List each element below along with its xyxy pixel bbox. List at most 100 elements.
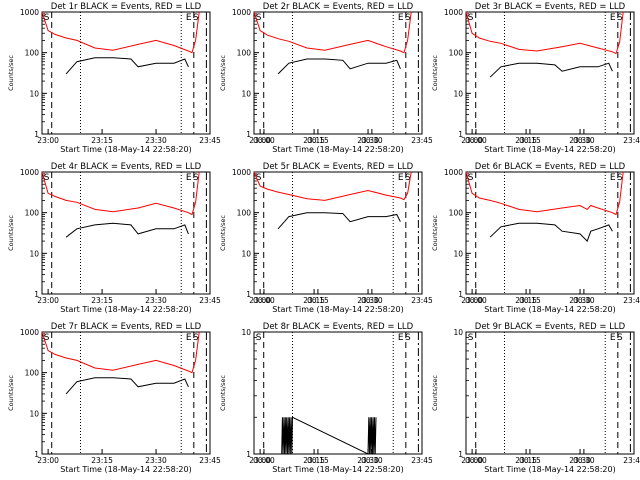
marker-label: E [398, 13, 404, 23]
chart-panel: Det 9r BLACK = Events, RED = LLD Counts/s… [431, 322, 640, 474]
marker-label: E [186, 173, 192, 183]
chart-title: Det 3r BLACK = Events, RED = LLD [475, 2, 626, 12]
y-tick-label: 1000 [20, 168, 39, 177]
y-tick-label: 1000 [444, 168, 463, 177]
x-tick-label: 23:45 [199, 296, 221, 305]
x-axis-label: Start Time (18-May-14 22:58:20) [60, 465, 191, 474]
x-axis-label: Start Time (18-May-14 22:58:20) [484, 145, 615, 154]
y-axis-label: Counts/sec [7, 55, 15, 91]
x-tick-label: 00:30 [573, 136, 595, 145]
y-axis-label: Counts/sec [7, 215, 15, 251]
y-tick-label: 100 [237, 49, 252, 58]
chart-panel: Det 1r BLACK = Events, RED = LLD Counts/s… [7, 2, 383, 154]
x-tick-label: 23:30 [569, 296, 591, 305]
y-tick-label: 1 [34, 450, 39, 459]
x-tick-label: 00:15 [307, 296, 329, 305]
series-black-line [277, 58, 401, 75]
plot-frame [41, 331, 211, 455]
series-red-line [41, 11, 200, 54]
plot-frame [253, 331, 423, 455]
series-black-line [489, 222, 613, 243]
x-tick-label: 23:45 [623, 456, 640, 465]
x-tick-label: 23:30 [145, 136, 167, 145]
series-black-line [489, 62, 613, 78]
marker-label: S [468, 333, 474, 343]
y-tick-label: 100 [25, 369, 40, 378]
x-tick-label: 23:15 [91, 136, 113, 145]
x-tick-label: 00:30 [361, 456, 383, 465]
y-tick-label: 10 [453, 328, 463, 337]
x-tick-label: 23:15 [515, 296, 537, 305]
x-axis-label: Start Time (18-May-14 22:58:20) [60, 305, 191, 314]
x-tick-label: 23:00 [37, 136, 59, 145]
marker-label: S [44, 13, 50, 23]
x-tick-label: 23:00 [461, 456, 483, 465]
y-axis-label: Counts/sec [431, 375, 439, 411]
x-tick-label: 23:00 [249, 296, 271, 305]
y-tick-label: 10 [29, 409, 39, 418]
marker-label: E [610, 13, 616, 23]
y-tick-label: 100 [449, 209, 464, 218]
y-tick-label: 1 [34, 130, 39, 139]
chart-title: Det 6r BLACK = Events, RED = LLD [475, 162, 626, 172]
y-tick-label: 1 [458, 130, 463, 139]
x-tick-label: 23:45 [411, 136, 433, 145]
x-tick-label: 23:15 [515, 136, 537, 145]
series-black-line [281, 416, 377, 455]
x-tick-label: 00:30 [361, 296, 383, 305]
chart-panel: Det 6r BLACK = Events, RED = LLD Counts/s… [431, 162, 640, 314]
marker-label: S [44, 333, 50, 343]
chart-panel: Det 7r BLACK = Events, RED = LLD Counts/s… [7, 322, 383, 474]
marker-label: S [468, 173, 474, 183]
x-tick-label: 23:15 [303, 136, 325, 145]
y-tick-label: 1 [246, 450, 251, 459]
plot-frame [465, 331, 635, 455]
x-tick-label: 00:00 [253, 456, 275, 465]
x-tick-label: 00:30 [361, 136, 383, 145]
x-tick-label: 00:00 [465, 136, 487, 145]
x-tick-label: 23:00 [249, 136, 271, 145]
chart-title: Det 1r BLACK = Events, RED = LLD [51, 2, 202, 12]
chart-title: Det 7r BLACK = Events, RED = LLD [51, 322, 202, 332]
y-tick-label: 1 [34, 290, 39, 299]
chart-title: Det 8r BLACK = Events, RED = LLD [263, 322, 414, 332]
marker-label: S [193, 333, 199, 343]
y-tick-label: 1 [458, 450, 463, 459]
y-tick-label: 1000 [20, 8, 39, 17]
marker-label: S [468, 13, 474, 23]
x-tick-label: 23:00 [249, 456, 271, 465]
plot-frame [41, 171, 211, 295]
marker-label: S [256, 173, 262, 183]
y-tick-label: 10 [241, 328, 251, 337]
y-tick-label: 1000 [232, 168, 251, 177]
y-axis-label: Counts/sec [219, 55, 227, 91]
y-tick-label: 100 [25, 49, 40, 58]
plot-frame [465, 11, 635, 135]
y-axis-label: Counts/sec [219, 375, 227, 411]
y-axis-label: Counts/sec [7, 375, 15, 411]
plot-frame [253, 171, 423, 295]
y-tick-label: 1000 [444, 8, 463, 17]
x-tick-label: 23:15 [91, 456, 113, 465]
x-tick-label: 23:00 [37, 296, 59, 305]
marker-label: S [405, 173, 411, 183]
chart-title: Det 2r BLACK = Events, RED = LLD [263, 2, 414, 12]
x-axis-label: Start Time (18-May-14 22:58:20) [484, 305, 615, 314]
x-tick-label: 23:45 [199, 456, 221, 465]
plot-frame [41, 11, 211, 135]
marker-label: E [398, 173, 404, 183]
x-tick-label: 23:30 [357, 296, 379, 305]
marker-label: S [193, 13, 199, 23]
x-tick-label: 23:15 [91, 296, 113, 305]
marker-label: E [398, 333, 404, 343]
x-tick-label: 23:45 [411, 456, 433, 465]
y-tick-label: 1000 [20, 328, 39, 337]
y-tick-label: 10 [453, 249, 463, 258]
x-tick-label: 00:00 [465, 296, 487, 305]
series-red-line [41, 331, 200, 374]
marker-label: E [610, 333, 616, 343]
chart-panel: Det 4r BLACK = Events, RED = LLD Counts/s… [7, 162, 383, 314]
x-tick-label: 23:15 [515, 456, 537, 465]
series-red-line [41, 171, 200, 216]
